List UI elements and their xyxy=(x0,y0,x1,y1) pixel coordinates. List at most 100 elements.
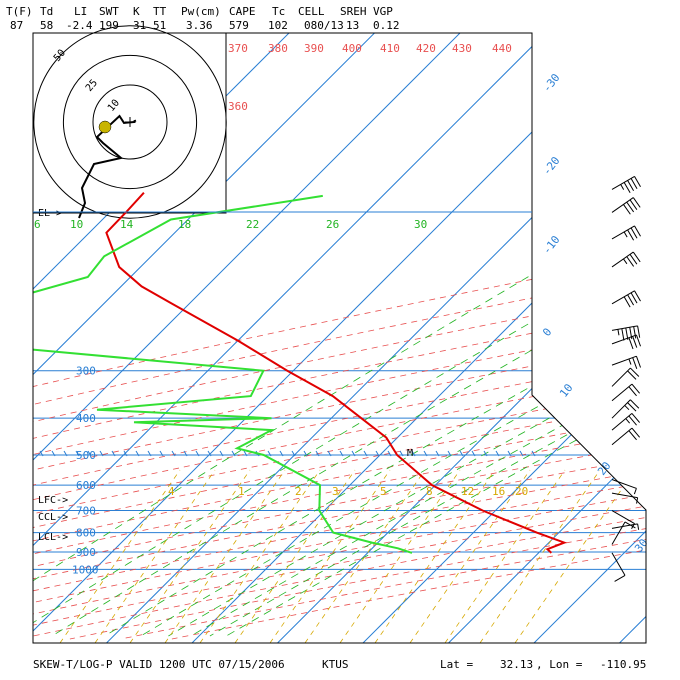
mixing-ratio-line xyxy=(140,219,646,637)
wind-barb-flag xyxy=(633,488,637,495)
header-label: TT xyxy=(153,5,167,18)
wind-barb-flag xyxy=(627,370,637,380)
isotherm-line xyxy=(0,33,33,643)
hatch-mark xyxy=(291,450,296,457)
header-value: 579 xyxy=(229,19,249,32)
wind-barb-flag xyxy=(631,427,641,438)
footer-lon: -110.95 xyxy=(600,658,646,671)
hatch-mark xyxy=(315,450,320,457)
wind-barb-flag xyxy=(629,254,638,265)
lcl-label: LCL-> xyxy=(38,532,68,543)
header-label: LI xyxy=(74,5,87,18)
header-value: 87 xyxy=(10,19,23,32)
isotherm-line xyxy=(277,33,646,643)
footer-lat: 32.13 xyxy=(500,658,533,671)
isotherm-line xyxy=(448,33,646,643)
dry-adiabat xyxy=(33,33,646,640)
hatch-mark xyxy=(435,450,440,457)
hatch-mark xyxy=(63,450,68,457)
header-label: T(F) xyxy=(6,5,33,18)
wind-barb-flag xyxy=(623,258,628,265)
moist-adiabat xyxy=(269,469,391,643)
isotherm-line xyxy=(33,33,546,643)
dry-adiabat xyxy=(69,33,646,640)
header-value: 13 xyxy=(346,19,359,32)
hatch-mark xyxy=(171,450,176,457)
footer-lon-label: , Lon = xyxy=(536,658,583,671)
hatch-mark xyxy=(459,450,464,457)
header-labels: T(F) Td LI SWT K TT Pw(cm) CAPE Tc CELL SREH VGP xyxy=(6,5,393,18)
wind-barb-flag xyxy=(634,290,641,302)
wind-barb-flag xyxy=(627,180,635,192)
wind-barb-flag xyxy=(628,358,632,365)
theta-label: 430 xyxy=(452,42,472,55)
pressure-label: 800 xyxy=(76,527,96,540)
hatch-mark xyxy=(327,450,332,457)
dry-adiabat xyxy=(33,33,646,640)
theta-e-label: 8 xyxy=(426,485,433,498)
wind-barb-shaft xyxy=(611,325,638,331)
hatch-mark xyxy=(243,450,248,457)
wind-barb-flag xyxy=(617,329,620,336)
mixing-ratio-label: 6 xyxy=(34,218,41,231)
wind-barb-shaft xyxy=(611,523,638,529)
wind-barb-flag xyxy=(624,405,630,411)
isotherm-line xyxy=(533,33,646,643)
dry-adiabat xyxy=(33,33,646,640)
mixing-ratio-line xyxy=(33,219,646,637)
wind-barb-flag xyxy=(630,227,638,239)
hatch-mark xyxy=(495,450,500,457)
theta-label: 420 xyxy=(416,42,436,55)
hatch-mark xyxy=(99,450,104,457)
el-label: EL-> xyxy=(38,208,62,219)
hatch-mark xyxy=(471,450,476,457)
header-label: K xyxy=(133,5,140,18)
hatch-mark xyxy=(267,450,272,457)
wind-barb-shaft xyxy=(611,521,626,545)
lfc-label: LFC-> xyxy=(38,495,68,506)
plot-frame xyxy=(32,32,647,644)
wind-barbs xyxy=(611,175,642,582)
wind-barb-flag xyxy=(624,521,636,529)
theta-e-label: 16 xyxy=(492,485,505,498)
mixing-ratio-label: 30 xyxy=(414,218,427,231)
hatch-mark xyxy=(411,450,416,457)
dry-adiabat xyxy=(33,33,646,640)
theta-e-label: 2 xyxy=(295,485,302,498)
theta-e-label: 12 xyxy=(461,485,474,498)
theta-label: 390 xyxy=(304,42,324,55)
mixing-ratio-label: 18 xyxy=(178,218,191,231)
pressure-label: 700 xyxy=(76,505,96,518)
hatch-mark xyxy=(531,450,536,457)
mixing-ratio-line xyxy=(190,219,646,637)
wind-barb-flag xyxy=(628,430,637,441)
theta-label: 360 xyxy=(228,100,248,113)
hatch-mark xyxy=(519,450,524,457)
wind-barb-flag xyxy=(628,386,637,397)
ccl-label: CCL-> xyxy=(38,512,68,523)
hatch-mark xyxy=(195,450,200,457)
wind-barb-flag xyxy=(635,356,642,368)
theta-label: 400 xyxy=(342,42,362,55)
hodograph-trace xyxy=(78,114,137,219)
hatch-mark xyxy=(123,450,128,457)
mixing-ratio-label: 22 xyxy=(246,218,259,231)
header-value: 51 xyxy=(153,19,166,32)
wind-barb-flag xyxy=(630,399,640,409)
wind-barb-flag xyxy=(634,176,641,188)
footer-title: SKEW-T/LOG-P VALID 1200 UTC 07/15/2006 xyxy=(33,658,285,671)
isotherm-label: -10 xyxy=(540,233,562,257)
moist-adiabat xyxy=(514,469,636,643)
wind-barb-flag xyxy=(633,326,637,339)
profiles xyxy=(33,192,568,554)
dry-adiabat xyxy=(171,33,646,640)
wind-barb-shaft xyxy=(611,479,637,489)
theta-e-label: 1 xyxy=(238,485,245,498)
header-label: VGP xyxy=(373,5,393,18)
hatch-mark xyxy=(375,450,380,457)
theta-e-label: 5 xyxy=(380,485,387,498)
wind-barb-flag xyxy=(627,294,635,306)
hatch-mark xyxy=(423,450,428,457)
wind-barb-flag xyxy=(631,383,641,394)
